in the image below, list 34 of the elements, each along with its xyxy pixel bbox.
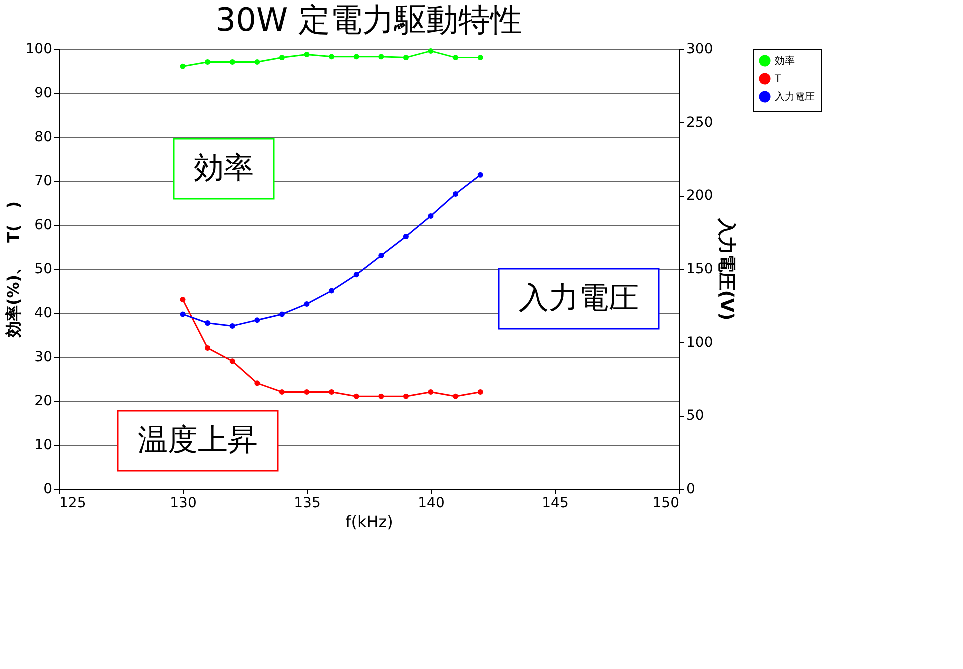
legend-label: T <box>774 74 782 85</box>
y-tick-label: 70 <box>34 174 52 190</box>
y2-tick-label: 50 <box>686 408 704 424</box>
x-tick-label: 140 <box>418 496 445 512</box>
y-tick-label: 20 <box>34 394 52 410</box>
annotation: 効率 <box>194 151 254 186</box>
y-tick-label: 30 <box>34 350 52 366</box>
y-tick-label: 40 <box>34 306 52 322</box>
annotation: 入力電圧 <box>519 281 639 316</box>
y-tick-label: 10 <box>34 438 52 454</box>
x-tick-label: 125 <box>60 496 86 512</box>
x-tick-label: 150 <box>652 496 680 512</box>
legend-label: 効率 <box>775 55 795 67</box>
y-tick-label: 0 <box>44 482 52 498</box>
annotation: 温度上昇 <box>138 423 258 458</box>
y2-tick-label: 300 <box>686 42 714 58</box>
x-tick-label: 135 <box>294 496 321 512</box>
x-tick-label: 130 <box>170 496 197 512</box>
y2-axis-title: 入力電圧(V) <box>716 217 738 321</box>
y-tick-label: 60 <box>34 218 52 234</box>
y2-tick-label: 100 <box>686 334 714 351</box>
y2-tick-label: 250 <box>686 114 714 131</box>
x-axis-title: f(kHz) <box>346 512 394 532</box>
x-tick-label: 145 <box>542 496 569 512</box>
y2-tick-label: 200 <box>686 188 714 204</box>
y-tick-label: 50 <box>34 262 52 278</box>
y2-tick-label: 150 <box>686 262 714 278</box>
y-tick-label: 90 <box>34 86 52 102</box>
chart-title: 30W 定電力駆動特性 <box>216 1 522 39</box>
y-tick-label: 100 <box>26 42 52 58</box>
y-axis-title: 効率(%)、 T( ) <box>4 201 23 339</box>
legend-label: 入力電圧 <box>775 91 815 103</box>
y-tick-label: 80 <box>34 130 52 146</box>
y2-tick-label: 0 <box>686 482 696 498</box>
